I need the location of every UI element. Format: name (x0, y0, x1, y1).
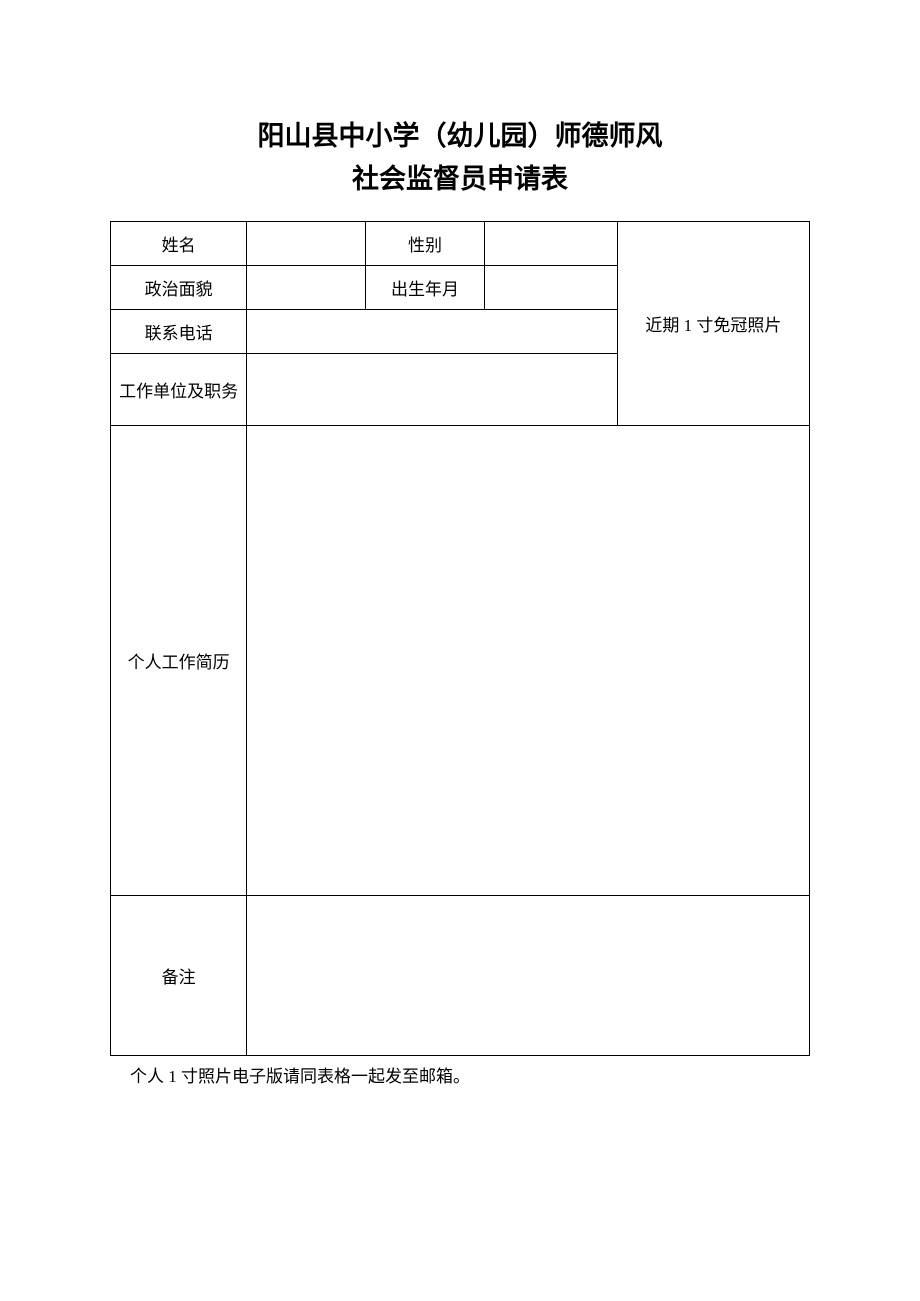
footnote-text: 个人 1 寸照片电子版请同表格一起发至邮箱。 (110, 1056, 810, 1087)
value-work-unit (247, 354, 617, 426)
table-row: 备注 (111, 896, 810, 1056)
value-remark (247, 896, 810, 1056)
value-gender (484, 222, 617, 266)
value-political (247, 266, 366, 310)
value-phone (247, 310, 617, 354)
label-work-unit: 工作单位及职务 (111, 354, 247, 426)
value-resume (247, 426, 810, 896)
label-gender: 性别 (366, 222, 485, 266)
application-form-table: 姓名 性别 近期 1 寸免冠照片 政治面貌 出生年月 联系电话 工作单位及职务 … (110, 221, 810, 1056)
label-phone: 联系电话 (111, 310, 247, 354)
label-birth: 出生年月 (366, 266, 485, 310)
title-line-1: 阳山县中小学（幼儿园）师德师风 (110, 115, 810, 158)
table-row: 姓名 性别 近期 1 寸免冠照片 (111, 222, 810, 266)
table-row: 个人工作简历 (111, 426, 810, 896)
label-name: 姓名 (111, 222, 247, 266)
label-resume: 个人工作简历 (111, 426, 247, 896)
photo-cell: 近期 1 寸免冠照片 (617, 222, 809, 426)
title-line-2: 社会监督员申请表 (110, 158, 810, 201)
value-birth (484, 266, 617, 310)
value-name (247, 222, 366, 266)
label-political: 政治面貌 (111, 266, 247, 310)
document-title: 阳山县中小学（幼儿园）师德师风 社会监督员申请表 (110, 115, 810, 201)
label-remark: 备注 (111, 896, 247, 1056)
